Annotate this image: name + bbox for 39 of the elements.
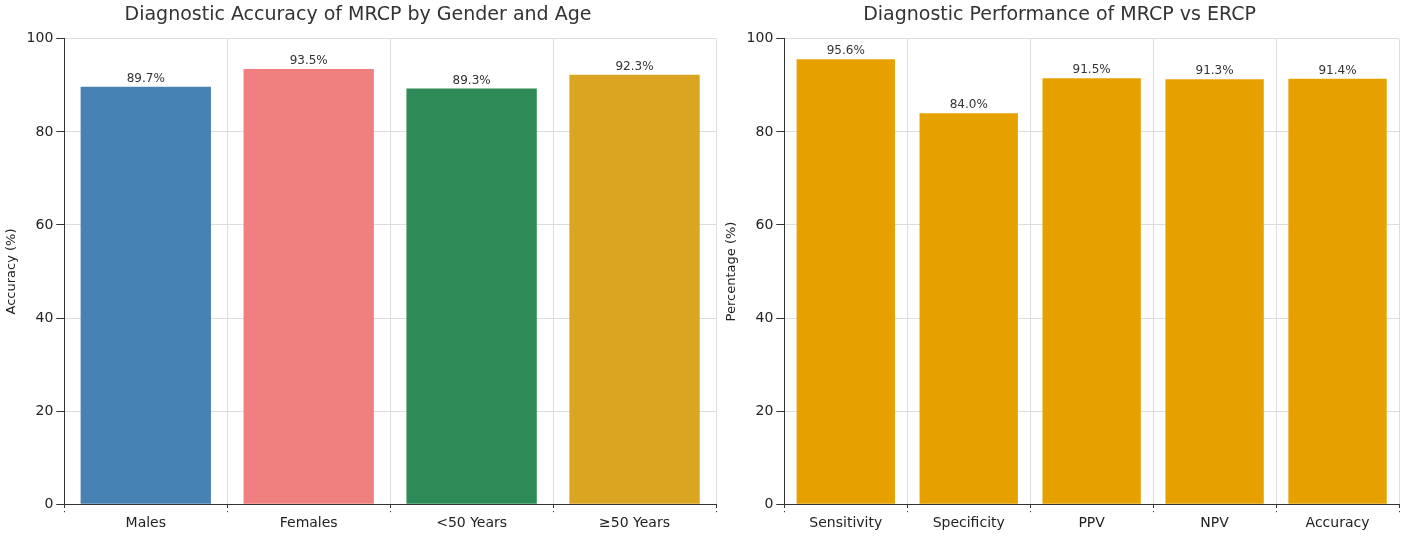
y-tick-label: 100 xyxy=(26,29,54,46)
y-tick-label: 20 xyxy=(755,401,774,418)
data-label: 84.0% xyxy=(949,97,988,112)
y-axis-title: Percentage (%) xyxy=(723,221,739,322)
x-tick-label: ≥50 Years xyxy=(599,514,671,531)
x-tick-label: PPV xyxy=(1078,514,1106,531)
bar xyxy=(919,113,1018,504)
y-tick-label: 0 xyxy=(764,494,774,511)
x-tick-label: NPV xyxy=(1200,514,1230,531)
y-tick-label: 20 xyxy=(35,401,54,418)
data-label: 93.5% xyxy=(289,53,328,68)
chart-title: Diagnostic Accuracy of MRCP by Gender and Age xyxy=(124,2,592,25)
y-tick-label: 80 xyxy=(35,122,54,139)
x-tick-label: Males xyxy=(125,514,167,531)
bar xyxy=(796,59,895,504)
y-tick-label: 0 xyxy=(44,494,54,511)
y-tick-label: 100 xyxy=(746,29,774,46)
y-tick-label: 40 xyxy=(755,308,774,325)
x-tick-label: Females xyxy=(279,514,338,531)
bar xyxy=(1288,78,1387,504)
y-tick-label: 80 xyxy=(755,122,774,139)
chart-title: Diagnostic Performance of MRCP vs ERCP xyxy=(863,2,1256,25)
x-tick-label: <50 Years xyxy=(436,514,508,531)
y-tick-label: 60 xyxy=(755,215,774,232)
x-tick-label: Specificity xyxy=(932,514,1005,531)
data-label: 89.7% xyxy=(126,70,165,85)
bar xyxy=(1042,78,1141,504)
data-label: 92.3% xyxy=(615,58,654,73)
data-label: 91.4% xyxy=(1318,62,1357,77)
data-label: 91.5% xyxy=(1072,62,1111,77)
x-tick-label: Sensitivity xyxy=(809,514,883,531)
x-tick-label: Accuracy xyxy=(1305,514,1370,531)
data-label: 95.6% xyxy=(826,43,865,58)
data-label: 89.3% xyxy=(452,72,491,87)
y-axis-title: Accuracy (%) xyxy=(3,228,19,315)
bar xyxy=(1165,79,1264,504)
data-label: 91.3% xyxy=(1195,63,1234,78)
y-tick-label: 40 xyxy=(35,308,54,325)
y-tick-label: 60 xyxy=(35,215,54,232)
